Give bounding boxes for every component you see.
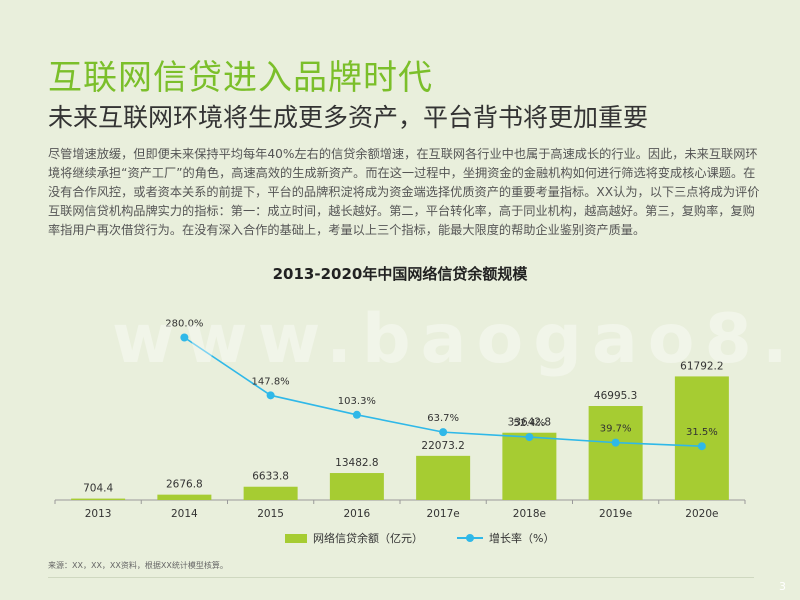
bar-label-2020e: 61792.2 bbox=[680, 360, 723, 372]
source-note: 来源：XX，XX，XX资料，根据XX统计模型核算。 bbox=[48, 561, 228, 570]
slide-title: 互联网信贷进入品牌时代 bbox=[48, 58, 433, 98]
bar-2013 bbox=[71, 498, 126, 500]
growth-label-2016: 103.3% bbox=[338, 396, 376, 407]
growth-label-2018e: 52.4% bbox=[513, 418, 545, 429]
bar-label-2013: 704.4 bbox=[83, 483, 113, 495]
growth-point-2018e bbox=[525, 433, 534, 442]
x-tick-label-2015: 2015 bbox=[257, 508, 284, 520]
x-tick-label-2020e: 2020e bbox=[685, 508, 718, 520]
legend-label-balance: 网络信贷余额（亿元） bbox=[313, 532, 423, 545]
loan-balance-chart: 704.4 2013 2676.8 2014 6633.8 2015 13482.8 2016… bbox=[54, 319, 746, 520]
bar-label-2017e: 22073.2 bbox=[421, 440, 464, 452]
growth-label-2019e: 39.7% bbox=[600, 424, 632, 435]
bar-label-2015: 6633.8 bbox=[252, 471, 289, 483]
bar-2019e bbox=[588, 406, 643, 500]
legend-bar-swatch bbox=[285, 533, 307, 543]
growth-label-2020e: 31.5% bbox=[686, 427, 718, 438]
page-number: 3 bbox=[779, 580, 786, 593]
x-tick-label-2018e: 2018e bbox=[513, 508, 546, 520]
growth-point-2020e bbox=[697, 442, 706, 451]
legend-label-growth: 增长率（%） bbox=[489, 532, 555, 545]
x-tick-label-2016: 2016 bbox=[344, 508, 371, 520]
body-paragraph: 尽管增速放缓，但即便未来保持平均每年40%左右的信贷余额增速，在互联网各行业中也… bbox=[48, 147, 760, 237]
growth-point-2019e bbox=[611, 438, 620, 447]
legend-item-growth: 增长率（%） bbox=[457, 530, 554, 546]
legend-item-balance: 网络信贷余额（亿元） bbox=[285, 530, 423, 546]
slide-subtitle: 未来互联网环境将生成更多资产，平台背书将更加重要 bbox=[48, 103, 649, 132]
bar-label-2016: 13482.8 bbox=[335, 457, 378, 469]
bar-label-2018e: 33642.8 bbox=[508, 417, 551, 429]
bar-2018e bbox=[502, 432, 557, 500]
chart-legend: 网络信贷余额（亿元） 增长率（%） bbox=[285, 530, 588, 546]
bar-2014 bbox=[157, 494, 212, 500]
bar-2016 bbox=[329, 473, 384, 500]
x-tick-label-2014: 2014 bbox=[171, 508, 198, 520]
bar-2020e bbox=[674, 376, 729, 500]
legend-line-marker bbox=[457, 534, 483, 542]
bar-label-2019e: 46995.3 bbox=[594, 390, 637, 402]
growth-point-2014 bbox=[180, 333, 189, 342]
growth-point-2016 bbox=[352, 410, 361, 419]
footer-divider bbox=[48, 577, 754, 578]
growth-point-2015 bbox=[266, 391, 275, 400]
growth-label-2017e: 63.7% bbox=[427, 413, 459, 424]
growth-label-2014: 280.0% bbox=[165, 319, 203, 330]
x-tick-label-2017e: 2017e bbox=[427, 508, 460, 520]
bar-label-2014: 2676.8 bbox=[166, 479, 203, 491]
growth-point-2017e bbox=[439, 428, 448, 437]
chart-title: 2013-2020年中国网络信贷余额规模 bbox=[272, 265, 528, 283]
x-tick-label-2019e: 2019e bbox=[599, 508, 632, 520]
bar-2017e bbox=[416, 455, 471, 500]
growth-label-2015: 147.8% bbox=[252, 376, 290, 387]
bar-2015 bbox=[243, 486, 298, 500]
x-tick-label-2013: 2013 bbox=[85, 508, 112, 520]
